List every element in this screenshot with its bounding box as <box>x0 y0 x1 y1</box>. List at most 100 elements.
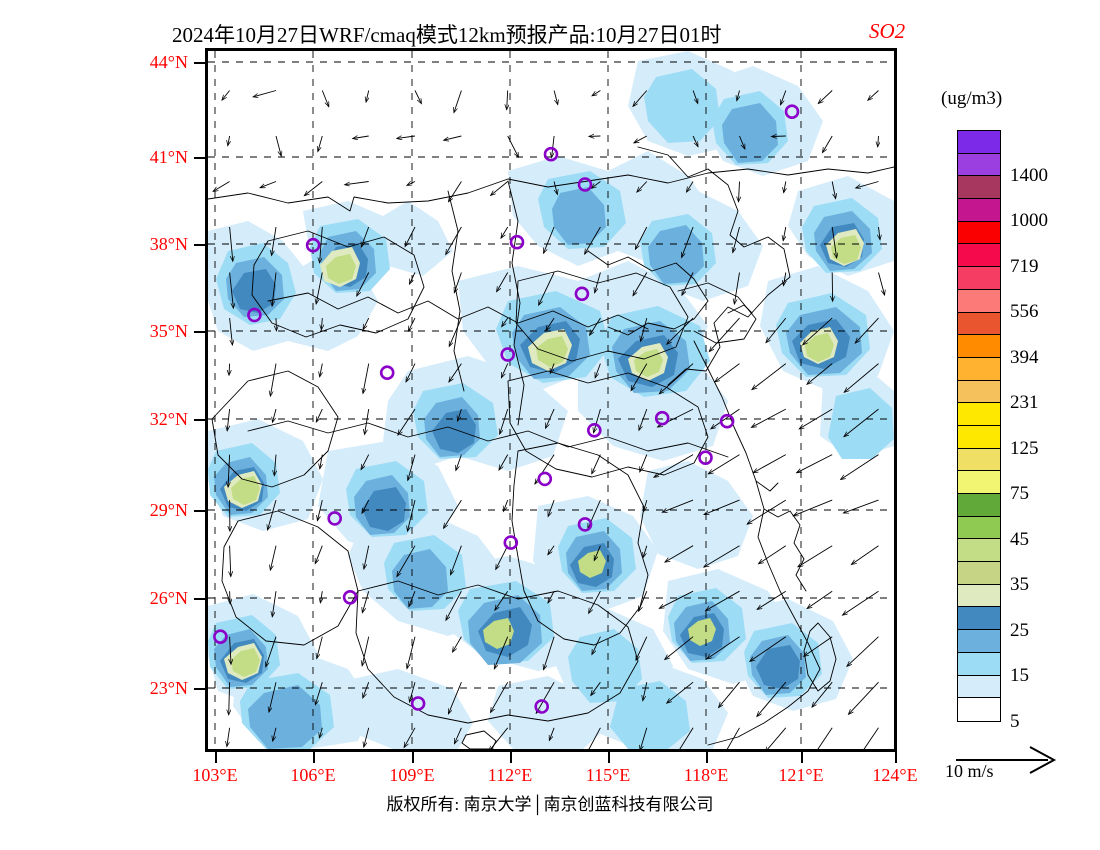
wind-arrow <box>449 317 462 346</box>
wind-arrow <box>807 363 833 385</box>
wind-arrow <box>592 90 601 96</box>
station-marker[interactable] <box>213 629 228 645</box>
station-marker[interactable] <box>586 422 602 438</box>
wind-arrow <box>823 135 833 152</box>
wind-arrow <box>444 135 462 140</box>
wind-arrow <box>397 545 416 577</box>
wind-arrow <box>878 135 879 147</box>
wind-arrow <box>843 590 879 615</box>
wind-arrow <box>495 590 509 610</box>
wind-arrow <box>408 317 416 331</box>
colorbar-band-12 <box>958 403 1000 426</box>
wind-arrow <box>709 317 740 351</box>
wind-arrow <box>831 181 835 199</box>
wind-arrow <box>548 499 555 516</box>
wind-arrow <box>361 226 370 247</box>
colorbar-band-15 <box>958 471 1000 494</box>
lat-tick <box>194 244 205 246</box>
species-label: SO2 <box>869 19 906 43</box>
wind-arrow <box>783 226 786 241</box>
station-marker[interactable] <box>577 177 593 192</box>
wind-arrow <box>410 272 416 284</box>
station-marker[interactable] <box>654 410 670 426</box>
wind-arrow <box>502 317 509 326</box>
lon-tick <box>801 752 803 763</box>
wind-arrow <box>739 135 745 149</box>
colorbar-label-35: 35 <box>1010 574 1029 596</box>
wind-arrow <box>454 272 462 293</box>
wind-arrow <box>682 272 694 296</box>
colorbar-band-4 <box>958 221 1000 245</box>
station-marker[interactable] <box>719 413 735 429</box>
wind-arrow <box>640 727 648 749</box>
station-marker[interactable] <box>327 511 342 526</box>
wind-arrow <box>794 499 833 516</box>
wind-arrow <box>362 636 370 666</box>
wind-arrow <box>682 226 694 257</box>
station-marker-layer[interactable] <box>213 104 800 714</box>
wind-arrow <box>410 682 416 702</box>
station-marker[interactable] <box>574 286 590 302</box>
wind-arrow <box>797 454 833 473</box>
colorbar-label-125: 125 <box>1010 437 1039 459</box>
wind-arrow <box>494 636 509 669</box>
station-marker[interactable] <box>379 365 395 381</box>
station-marker[interactable] <box>577 517 593 532</box>
colorbar-label-75: 75 <box>1010 483 1029 505</box>
copyright-notice: 版权所有: 南京大学│南京创蓝科技有限公司 <box>0 790 1100 815</box>
station-marker[interactable] <box>537 471 553 487</box>
wind-arrow <box>757 681 787 716</box>
lat-label-44n: 44°N <box>149 52 188 72</box>
wind-arrow <box>270 545 277 570</box>
wind-arrow <box>536 681 555 713</box>
wind-arrow <box>660 363 694 394</box>
wind-arrow <box>588 727 601 749</box>
station-marker[interactable] <box>410 696 426 711</box>
station-marker[interactable] <box>503 535 519 550</box>
lon-tick <box>510 752 512 763</box>
wind-arrow <box>407 182 416 186</box>
wind-arrow <box>633 90 648 107</box>
colorbar-band-23 <box>958 652 1000 676</box>
station-marker[interactable] <box>509 234 525 250</box>
wind-arrow <box>229 272 234 309</box>
station-marker[interactable] <box>534 699 550 714</box>
wind-arrow <box>499 454 509 470</box>
wind-arrow <box>507 135 519 157</box>
colorbar-band-11 <box>958 380 1000 404</box>
station-marker[interactable] <box>342 589 358 605</box>
station-marker[interactable] <box>698 450 713 466</box>
station-marker[interactable] <box>247 307 262 323</box>
wind-arrow <box>449 682 462 714</box>
wind-arrow <box>553 90 558 105</box>
wind-arrow <box>847 636 879 667</box>
station-marker[interactable] <box>784 104 800 120</box>
wind-arrow <box>270 363 277 396</box>
wind-arrow <box>711 408 740 429</box>
station-marker[interactable] <box>500 347 516 362</box>
map-canvas[interactable] <box>208 51 894 749</box>
lon-tick <box>706 752 708 763</box>
wind-arrow <box>227 727 231 747</box>
wind-arrow <box>752 408 787 427</box>
wind-arrow <box>444 499 462 528</box>
colorbar-band-16 <box>958 494 1000 517</box>
wind-arrow <box>227 409 231 430</box>
wind-arrow <box>679 727 694 749</box>
wind-arrow <box>266 636 277 667</box>
wind-arrow <box>502 363 509 378</box>
wind-arrow <box>766 317 787 342</box>
wind-arrow <box>585 226 601 254</box>
wind-arrow <box>397 136 416 138</box>
lat-tick <box>194 598 205 600</box>
map-plot-frame[interactable] <box>205 48 897 752</box>
colorbar[interactable] <box>957 130 1001 722</box>
station-marker[interactable] <box>305 237 321 253</box>
wind-arrow <box>315 545 323 564</box>
wind-arrow <box>772 136 786 137</box>
wind-arrow <box>320 591 322 602</box>
wind-arrow <box>253 90 277 97</box>
lon-label-124e: 124°E <box>872 765 918 785</box>
wind-arrow <box>230 545 231 577</box>
station-marker[interactable] <box>543 146 559 162</box>
